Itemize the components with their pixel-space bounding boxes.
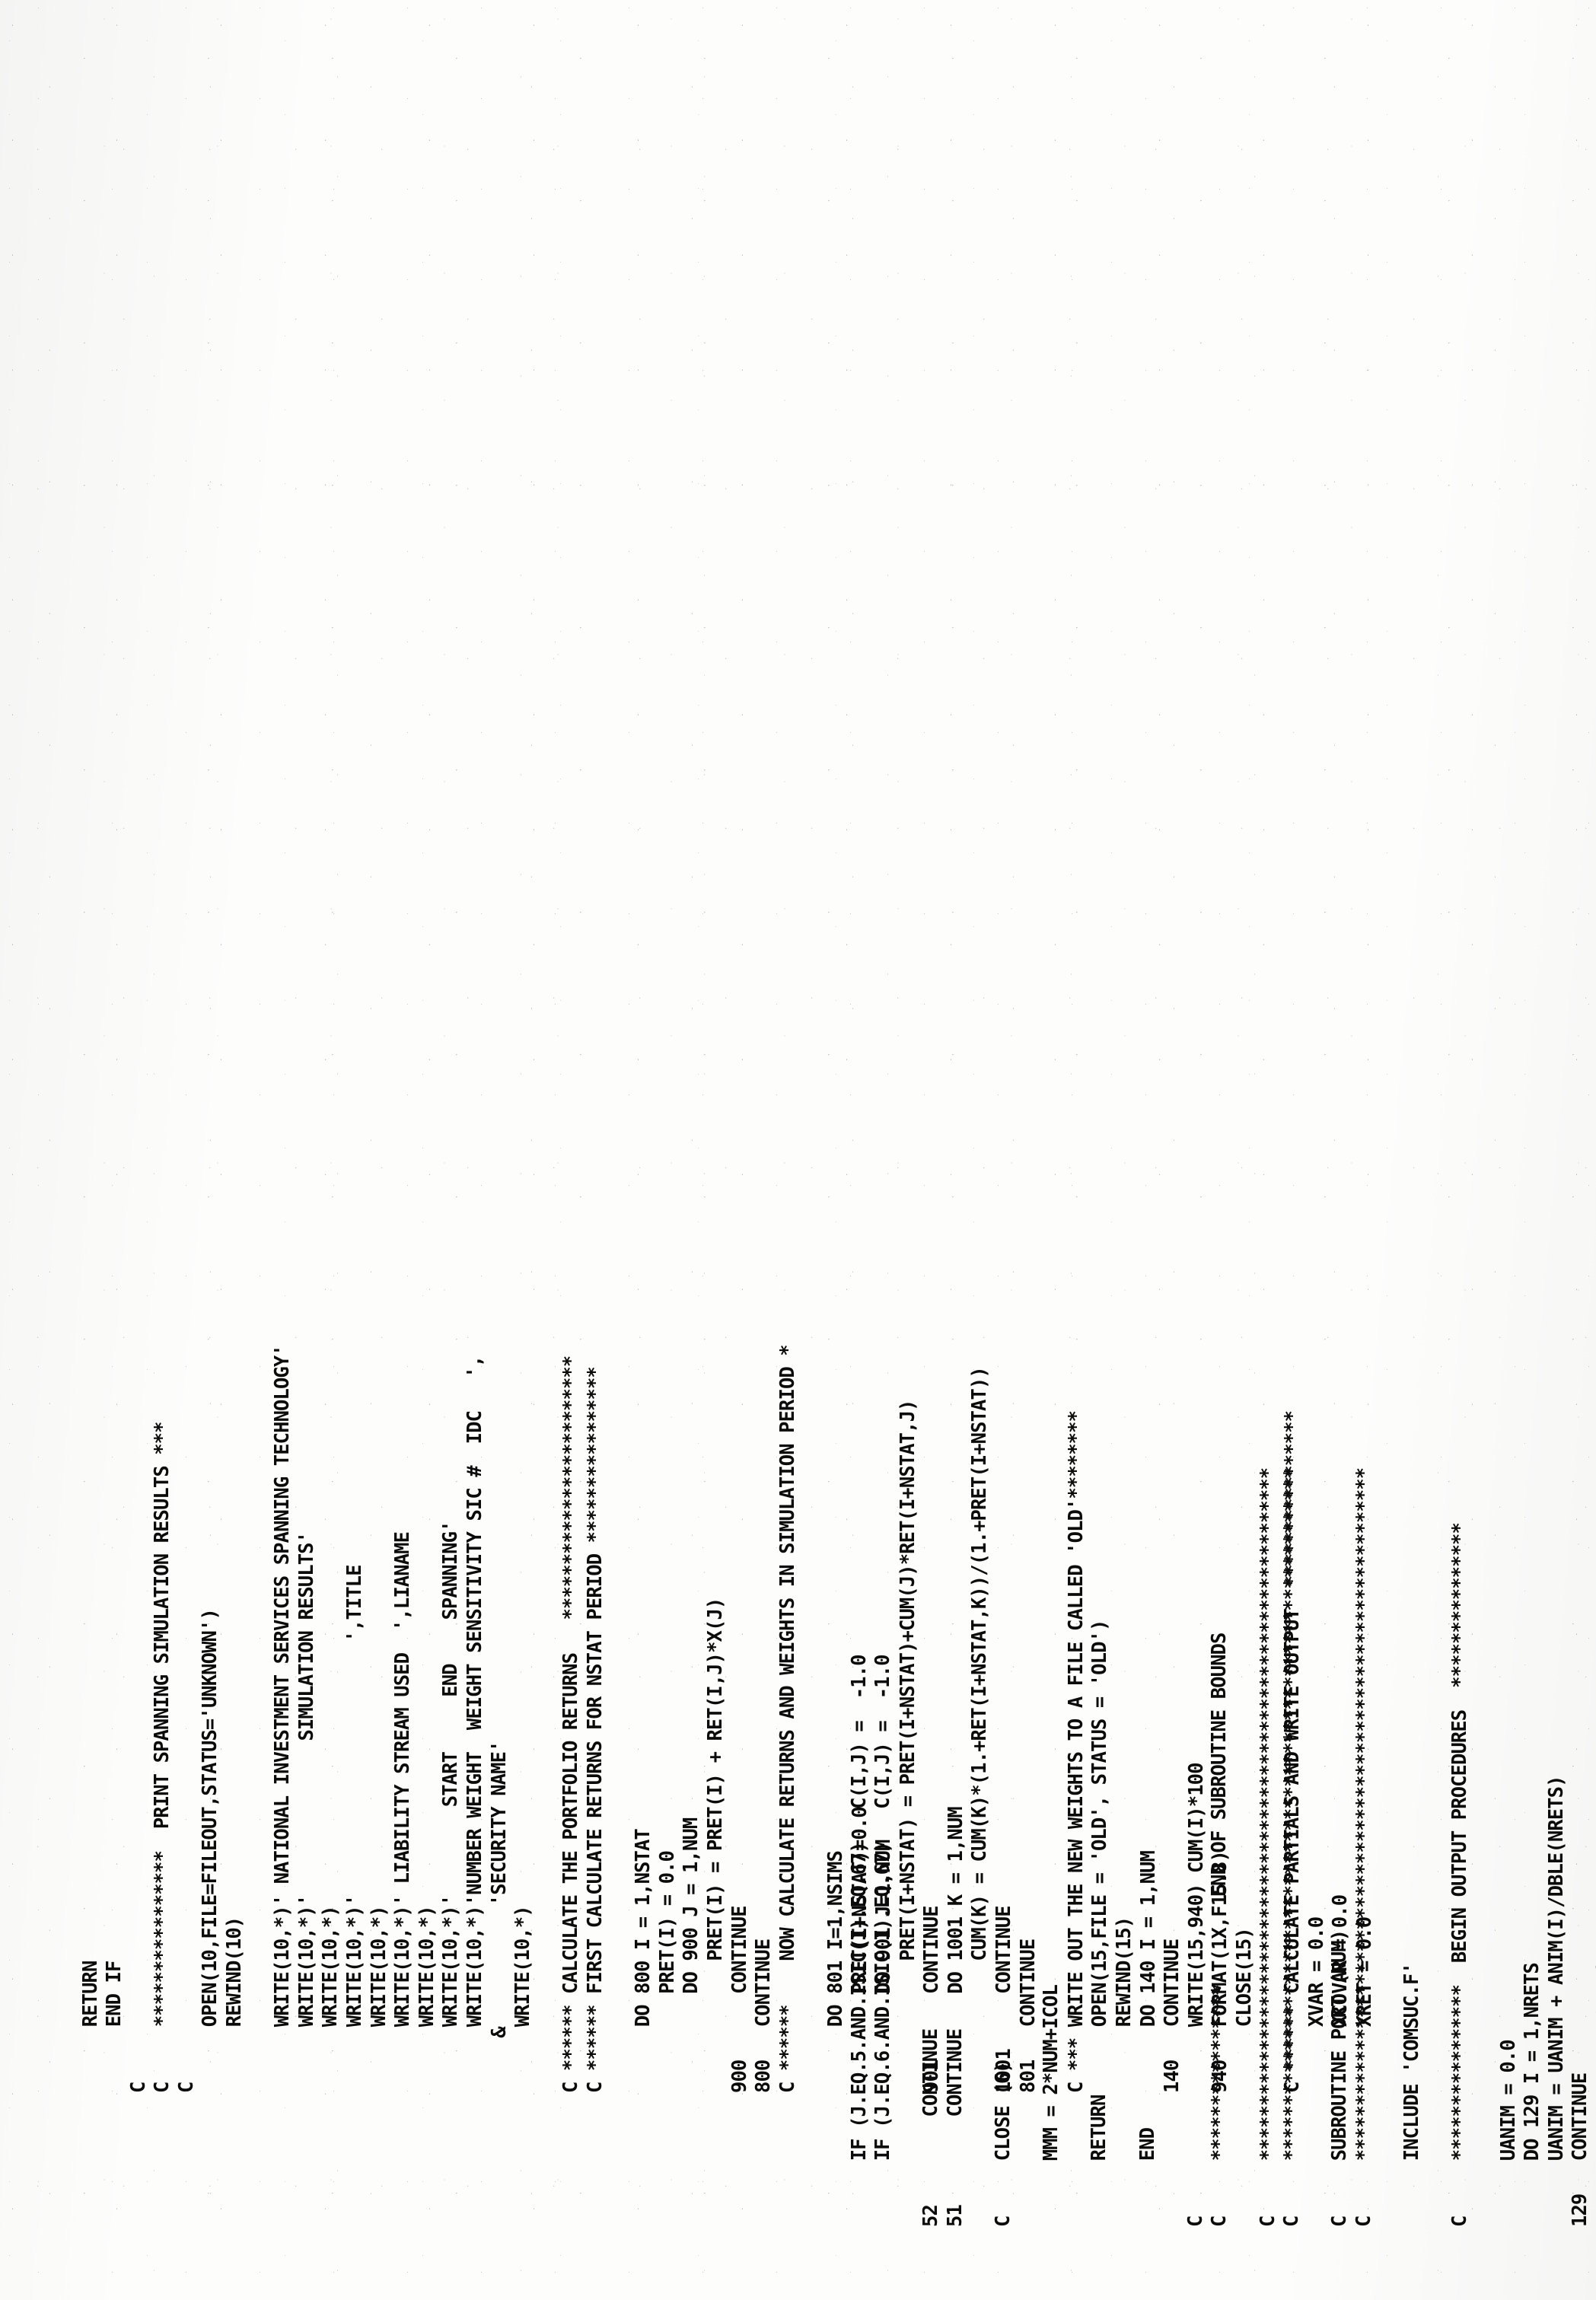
code-column-right: IF (J.EQ.5.AND.ISIC(I).EQ.67) C(I,J) = -… <box>769 0 1591 2300</box>
fortran-code-right: IF (J.EQ.5.AND.ISIC(I).EQ.67) C(I,J) = -… <box>788 0 1596 2300</box>
scanned-document-page: RETURN END IF C C **************** PRINT… <box>0 0 1596 2300</box>
code-column-left: RETURN END IF C C **************** PRINT… <box>0 0 822 2300</box>
